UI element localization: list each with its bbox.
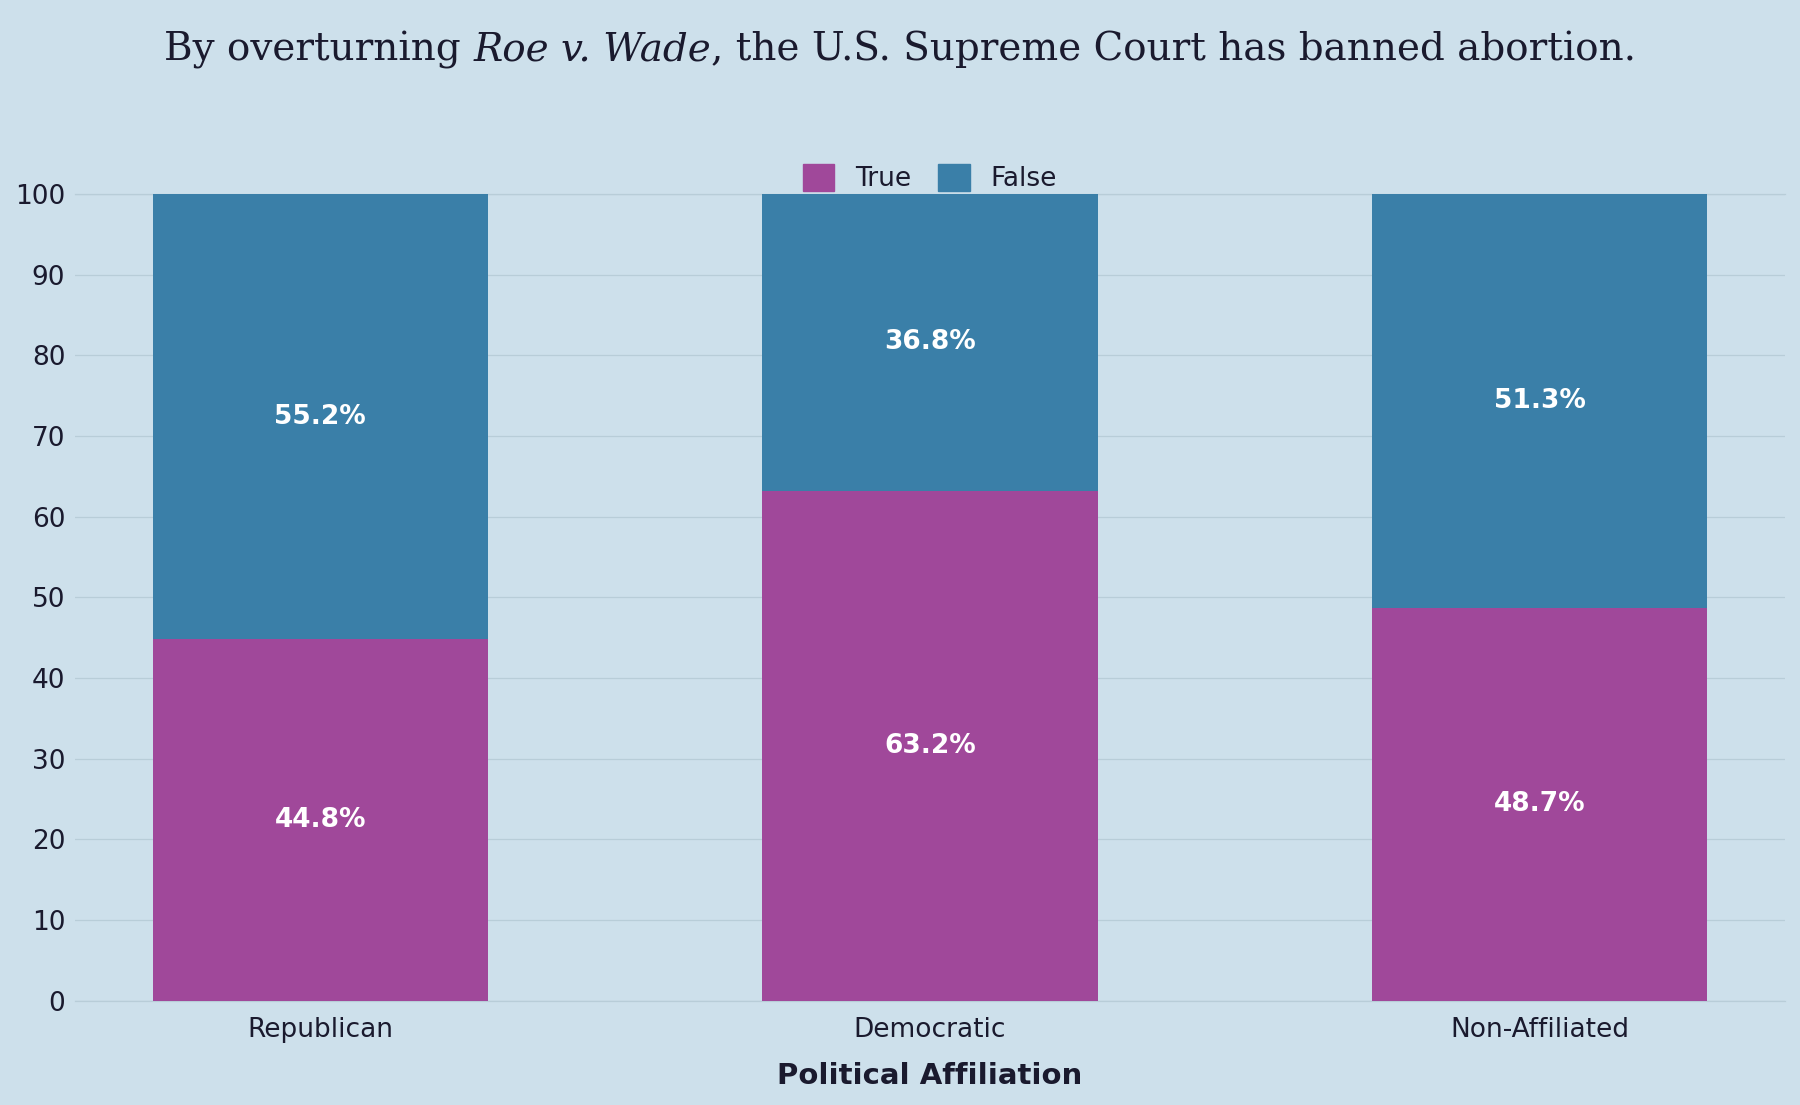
Text: , the U.S. Supreme Court has banned abortion.: , the U.S. Supreme Court has banned abor… — [711, 31, 1636, 69]
Bar — [153, 194, 488, 639]
Bar — [1372, 608, 1706, 1001]
Text: 36.8%: 36.8% — [884, 329, 976, 356]
X-axis label: Political Affiliation: Political Affiliation — [778, 1062, 1082, 1090]
Bar — [1372, 194, 1706, 608]
Text: 63.2%: 63.2% — [884, 733, 976, 759]
Legend: True, False: True, False — [790, 150, 1071, 206]
Bar — [763, 491, 1098, 1001]
Bar — [153, 639, 488, 1001]
Text: By overturning: By overturning — [164, 31, 473, 69]
Text: 55.2%: 55.2% — [274, 403, 365, 430]
Text: 51.3%: 51.3% — [1494, 388, 1586, 414]
Bar — [763, 194, 1098, 491]
Text: 44.8%: 44.8% — [275, 807, 365, 833]
Text: 48.7%: 48.7% — [1494, 791, 1586, 818]
Text: Roe v. Wade: Roe v. Wade — [473, 31, 711, 69]
